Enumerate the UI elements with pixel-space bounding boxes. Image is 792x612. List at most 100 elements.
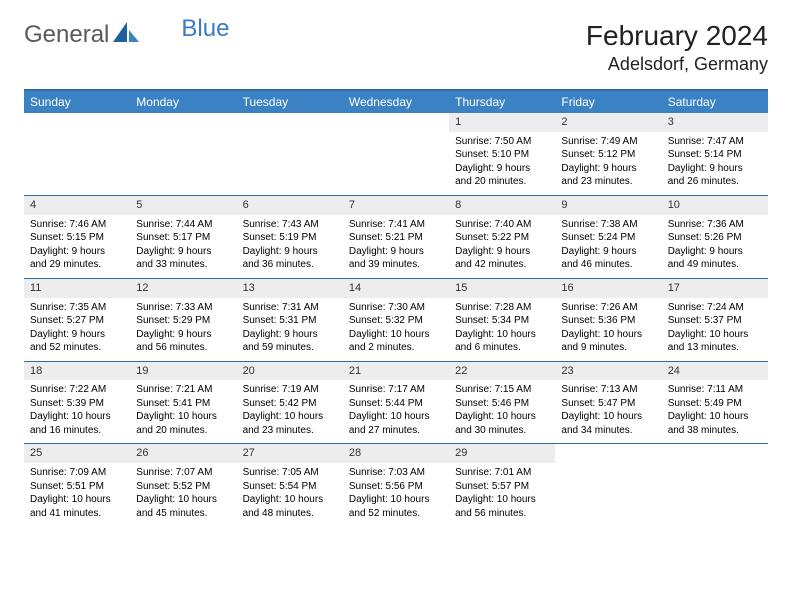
logo-sail-icon [113,20,139,49]
day-line: Sunrise: 7:46 AM [30,218,124,232]
day-number [130,113,236,132]
calendar-cell: 24Sunrise: 7:11 AMSunset: 5:49 PMDayligh… [662,361,768,444]
day-line: Sunset: 5:17 PM [136,231,230,245]
day-line: Sunset: 5:27 PM [30,314,124,328]
calendar-cell: 13Sunrise: 7:31 AMSunset: 5:31 PMDayligh… [237,278,343,361]
day-line: Sunrise: 7:22 AM [30,383,124,397]
day-line: Sunrise: 7:13 AM [561,383,655,397]
day-header: Monday [130,90,236,113]
day-number: 8 [449,196,555,215]
day-line: Daylight: 10 hours [561,410,655,424]
day-line: and 36 minutes. [243,258,337,272]
day-line: Daylight: 10 hours [455,493,549,507]
day-line: Daylight: 10 hours [668,410,762,424]
day-line: and 9 minutes. [561,341,655,355]
day-line: Daylight: 10 hours [455,328,549,342]
day-line: Daylight: 9 hours [455,162,549,176]
calendar-cell [237,113,343,195]
day-number: 9 [555,196,661,215]
day-content: Sunrise: 7:19 AMSunset: 5:42 PMDaylight:… [237,380,343,443]
day-line: Daylight: 9 hours [243,245,337,259]
day-line: Sunset: 5:54 PM [243,480,337,494]
day-content: Sunrise: 7:49 AMSunset: 5:12 PMDaylight:… [555,132,661,195]
day-content: Sunrise: 7:03 AMSunset: 5:56 PMDaylight:… [343,463,449,526]
day-line: and 41 minutes. [30,507,124,521]
day-content: Sunrise: 7:07 AMSunset: 5:52 PMDaylight:… [130,463,236,526]
day-content: Sunrise: 7:44 AMSunset: 5:17 PMDaylight:… [130,215,236,278]
day-content: Sunrise: 7:47 AMSunset: 5:14 PMDaylight:… [662,132,768,195]
day-line: Sunrise: 7:31 AM [243,301,337,315]
day-line: Sunset: 5:24 PM [561,231,655,245]
day-line: Daylight: 9 hours [561,162,655,176]
day-number: 21 [343,362,449,381]
day-line: and 59 minutes. [243,341,337,355]
day-number: 28 [343,444,449,463]
day-content [24,132,130,141]
day-number: 13 [237,279,343,298]
day-content [343,132,449,141]
calendar-cell: 29Sunrise: 7:01 AMSunset: 5:57 PMDayligh… [449,444,555,526]
day-content: Sunrise: 7:40 AMSunset: 5:22 PMDaylight:… [449,215,555,278]
day-line: and 46 minutes. [561,258,655,272]
day-line: and 56 minutes. [136,341,230,355]
day-number [343,113,449,132]
day-line: and 38 minutes. [668,424,762,438]
day-line: Sunrise: 7:24 AM [668,301,762,315]
day-line: Daylight: 10 hours [136,493,230,507]
calendar-cell: 28Sunrise: 7:03 AMSunset: 5:56 PMDayligh… [343,444,449,526]
day-content: Sunrise: 7:01 AMSunset: 5:57 PMDaylight:… [449,463,555,526]
calendar-cell: 21Sunrise: 7:17 AMSunset: 5:44 PMDayligh… [343,361,449,444]
month-title: February 2024 [586,20,768,52]
day-line: and 29 minutes. [30,258,124,272]
day-number: 5 [130,196,236,215]
day-content: Sunrise: 7:09 AMSunset: 5:51 PMDaylight:… [24,463,130,526]
logo: General Blue [24,20,187,49]
day-number: 14 [343,279,449,298]
day-line: Sunset: 5:22 PM [455,231,549,245]
day-content: Sunrise: 7:33 AMSunset: 5:29 PMDaylight:… [130,298,236,361]
day-content: Sunrise: 7:22 AMSunset: 5:39 PMDaylight:… [24,380,130,443]
day-content [130,132,236,141]
day-content: Sunrise: 7:30 AMSunset: 5:32 PMDaylight:… [343,298,449,361]
calendar-cell: 20Sunrise: 7:19 AMSunset: 5:42 PMDayligh… [237,361,343,444]
day-line: Sunrise: 7:41 AM [349,218,443,232]
day-line: Sunrise: 7:33 AM [136,301,230,315]
day-line: Sunrise: 7:17 AM [349,383,443,397]
day-header: Saturday [662,90,768,113]
day-content: Sunrise: 7:13 AMSunset: 5:47 PMDaylight:… [555,380,661,443]
title-block: February 2024 Adelsdorf, Germany [586,20,768,75]
day-number [24,113,130,132]
day-line: Sunrise: 7:19 AM [243,383,337,397]
day-content [555,463,661,472]
day-line: Daylight: 9 hours [136,328,230,342]
day-line: Daylight: 10 hours [243,493,337,507]
day-line: and 23 minutes. [561,175,655,189]
calendar-cell: 3Sunrise: 7:47 AMSunset: 5:14 PMDaylight… [662,113,768,195]
day-number: 23 [555,362,661,381]
day-number: 25 [24,444,130,463]
day-line: Sunset: 5:44 PM [349,397,443,411]
day-content: Sunrise: 7:21 AMSunset: 5:41 PMDaylight:… [130,380,236,443]
day-number: 18 [24,362,130,381]
day-number: 1 [449,113,555,132]
day-number: 16 [555,279,661,298]
day-line: and 23 minutes. [243,424,337,438]
day-line: Sunset: 5:49 PM [668,397,762,411]
day-line: Sunset: 5:10 PM [455,148,549,162]
day-content: Sunrise: 7:43 AMSunset: 5:19 PMDaylight:… [237,215,343,278]
day-line: Sunrise: 7:11 AM [668,383,762,397]
day-line: and 20 minutes. [455,175,549,189]
calendar-week: 25Sunrise: 7:09 AMSunset: 5:51 PMDayligh… [24,444,768,526]
day-line: Sunset: 5:34 PM [455,314,549,328]
day-content: Sunrise: 7:46 AMSunset: 5:15 PMDaylight:… [24,215,130,278]
day-line: Daylight: 9 hours [561,245,655,259]
calendar-table: Sunday Monday Tuesday Wednesday Thursday… [24,89,768,526]
day-number: 12 [130,279,236,298]
calendar-week: 18Sunrise: 7:22 AMSunset: 5:39 PMDayligh… [24,361,768,444]
calendar-week: 4Sunrise: 7:46 AMSunset: 5:15 PMDaylight… [24,195,768,278]
day-line: and 16 minutes. [30,424,124,438]
day-number: 6 [237,196,343,215]
calendar-cell [343,113,449,195]
day-line: and 2 minutes. [349,341,443,355]
calendar-week: 11Sunrise: 7:35 AMSunset: 5:27 PMDayligh… [24,278,768,361]
